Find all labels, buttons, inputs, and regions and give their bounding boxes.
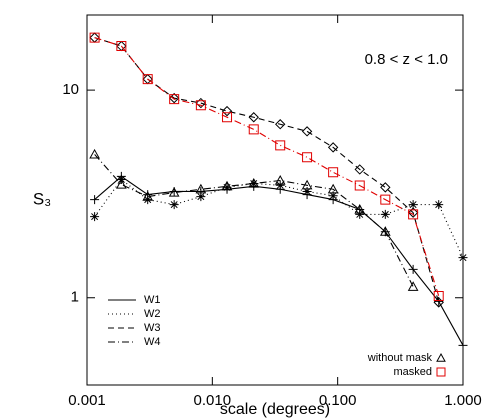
series-line bbox=[94, 154, 414, 287]
point-marker bbox=[328, 191, 338, 201]
point-marker bbox=[248, 112, 259, 123]
point-marker bbox=[458, 253, 468, 263]
x-tick-label: 0.100 bbox=[319, 392, 357, 409]
point-marker bbox=[327, 142, 339, 153]
legend-label: W4 bbox=[144, 336, 161, 348]
point-marker bbox=[116, 41, 127, 52]
series-line bbox=[94, 178, 464, 258]
point-marker bbox=[249, 178, 259, 188]
point-marker bbox=[195, 97, 207, 109]
point-marker bbox=[248, 177, 260, 188]
point-marker bbox=[407, 207, 419, 218]
point-marker bbox=[116, 178, 127, 189]
legend-marker bbox=[436, 367, 446, 377]
point-marker bbox=[408, 264, 418, 274]
point-marker bbox=[90, 195, 100, 205]
legend-label: W3 bbox=[144, 322, 161, 334]
point-marker bbox=[90, 212, 100, 222]
point-marker bbox=[354, 164, 365, 175]
point-marker bbox=[274, 174, 286, 185]
point-marker bbox=[354, 180, 365, 191]
point-marker bbox=[142, 191, 154, 201]
point-marker bbox=[408, 209, 419, 220]
point-marker bbox=[248, 124, 259, 135]
point-marker bbox=[169, 200, 179, 210]
point-marker bbox=[407, 281, 419, 291]
y-tick-label: 1 bbox=[71, 289, 79, 306]
point-marker bbox=[380, 182, 391, 193]
point-marker bbox=[168, 187, 180, 197]
x-tick-label: 0.001 bbox=[68, 392, 106, 409]
point-marker bbox=[89, 148, 100, 159]
point-marker bbox=[89, 32, 100, 43]
point-marker bbox=[302, 186, 312, 196]
annotation: 0.8 < z < 1.0 bbox=[365, 51, 448, 68]
point-marker bbox=[380, 209, 390, 219]
legend-label: without mask bbox=[367, 352, 433, 364]
point-marker bbox=[221, 180, 233, 191]
point-marker bbox=[169, 94, 180, 105]
point-marker bbox=[275, 140, 286, 151]
point-marker bbox=[195, 183, 207, 194]
point-marker bbox=[408, 200, 418, 210]
point-marker bbox=[434, 200, 444, 210]
legend-label: W1 bbox=[144, 294, 161, 306]
point-marker bbox=[196, 192, 206, 202]
point-marker bbox=[301, 179, 313, 190]
legend-label: W2 bbox=[144, 308, 161, 320]
point-marker bbox=[355, 209, 365, 219]
series-line bbox=[94, 37, 440, 303]
point-marker bbox=[275, 119, 286, 130]
point-marker bbox=[195, 100, 206, 111]
plot-frame bbox=[86, 14, 464, 386]
x-axis-label: scale (degrees) bbox=[220, 401, 330, 418]
point-marker bbox=[143, 195, 153, 205]
point-marker bbox=[275, 180, 285, 190]
point-marker bbox=[354, 203, 366, 214]
point-marker bbox=[222, 112, 233, 123]
point-marker bbox=[327, 183, 339, 194]
point-marker bbox=[301, 126, 313, 137]
point-marker bbox=[222, 182, 232, 192]
point-marker bbox=[142, 74, 153, 85]
point-marker bbox=[328, 167, 339, 178]
point-marker bbox=[458, 340, 468, 350]
x-tick-label: 0.010 bbox=[194, 392, 232, 409]
legend-label: masked bbox=[393, 366, 432, 378]
y-axis-label: S₃ bbox=[33, 189, 51, 208]
point-marker bbox=[380, 194, 391, 205]
x-tick-label: 1.000 bbox=[444, 392, 482, 409]
point-marker bbox=[433, 290, 444, 301]
y-tick-label: 10 bbox=[62, 81, 79, 98]
point-marker bbox=[221, 105, 233, 117]
point-marker bbox=[379, 226, 391, 236]
point-marker bbox=[302, 152, 313, 163]
legend-marker bbox=[436, 352, 446, 362]
